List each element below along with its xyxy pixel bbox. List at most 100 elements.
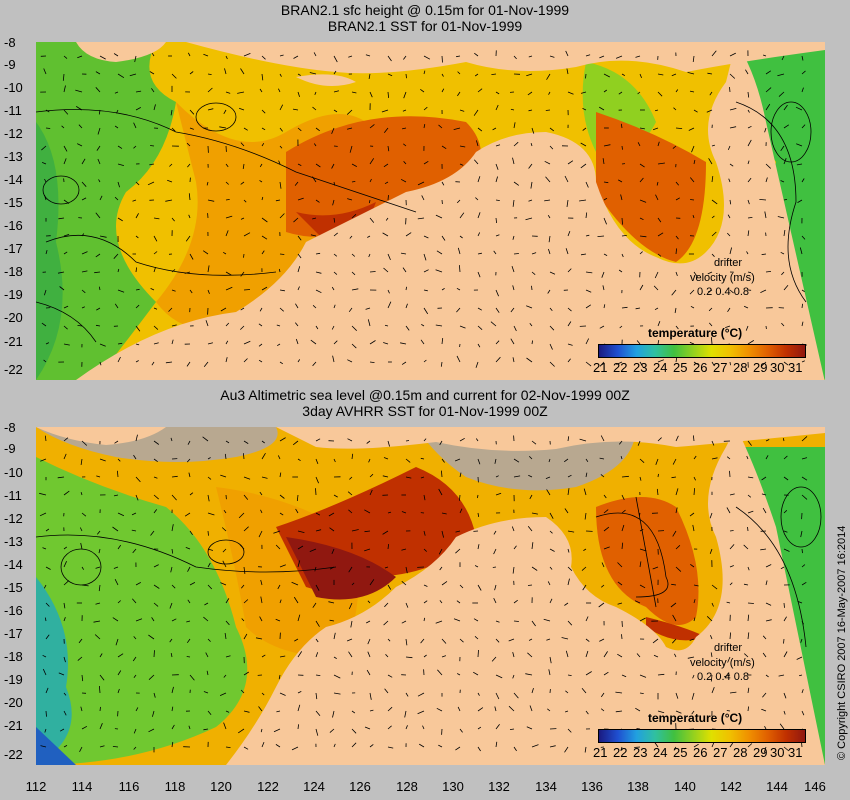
current-vector (780, 566, 785, 570)
current-vector (93, 620, 101, 623)
current-vector (44, 728, 47, 733)
current-vector (279, 599, 282, 604)
current-vector (112, 617, 119, 622)
current-vector (150, 530, 155, 536)
current-vector (207, 73, 212, 75)
current-vector (333, 458, 336, 463)
current-vector (77, 143, 83, 147)
current-vector (621, 674, 627, 678)
current-vector (369, 489, 373, 496)
current-vector (441, 73, 444, 77)
current-vector (400, 252, 407, 255)
current-vector (508, 705, 515, 712)
current-vector (117, 688, 120, 694)
current-vector (347, 491, 353, 496)
current-vector (601, 584, 605, 588)
current-vector (203, 53, 209, 57)
current-vector (225, 286, 233, 291)
current-vector (656, 181, 659, 186)
bottom-y-tick: -8 (4, 420, 16, 435)
current-vector (582, 127, 587, 131)
current-vector (275, 199, 281, 202)
current-vector (206, 670, 209, 676)
current-vector (621, 306, 628, 309)
current-vector (40, 745, 47, 748)
current-vector (729, 163, 734, 167)
current-vector (81, 251, 88, 255)
current-vector (423, 548, 427, 552)
current-vector (225, 357, 228, 363)
current-vector (225, 181, 229, 185)
current-vector (255, 637, 263, 640)
current-vector (617, 653, 623, 658)
current-vector (579, 438, 587, 442)
current-vector (456, 55, 461, 58)
x-tick: 120 (210, 779, 232, 794)
current-vector (495, 475, 499, 478)
current-vector (438, 124, 443, 129)
current-vector (153, 104, 156, 111)
current-vector (495, 307, 500, 313)
current-vector (675, 235, 679, 240)
current-vector (801, 124, 806, 129)
current-vector (171, 618, 177, 622)
current-vector (675, 357, 678, 363)
current-vector (729, 530, 734, 532)
current-vector (747, 125, 752, 129)
current-vector (548, 235, 551, 243)
current-vector (223, 109, 227, 115)
current-vector (657, 321, 661, 327)
current-vector (261, 235, 268, 240)
top-colorbar-tick: 29 (753, 360, 768, 375)
current-vector (189, 492, 194, 496)
current-vector (348, 566, 353, 573)
current-vector (275, 618, 281, 622)
current-vector (726, 456, 731, 460)
current-vector (781, 322, 785, 327)
current-vector (549, 127, 555, 132)
current-vector (476, 140, 479, 147)
current-vector (405, 458, 411, 463)
current-vector (453, 618, 461, 622)
current-vector (423, 654, 427, 658)
current-vector (238, 512, 245, 519)
current-vector (95, 71, 101, 75)
current-vector (98, 179, 101, 183)
current-vector (693, 361, 699, 365)
current-vector (261, 654, 266, 658)
current-vector (43, 359, 47, 363)
current-vector (189, 71, 194, 75)
current-vector (171, 741, 174, 748)
current-vector (620, 455, 623, 460)
current-vector (693, 599, 696, 604)
current-vector (351, 181, 356, 183)
current-vector (579, 199, 587, 202)
current-vector (459, 235, 463, 239)
current-vector (171, 269, 176, 273)
current-vector (598, 106, 605, 111)
current-vector (796, 163, 803, 166)
current-vector (171, 217, 175, 222)
current-vector (473, 618, 479, 622)
current-vector (639, 561, 642, 568)
current-vector (278, 88, 281, 93)
current-vector (225, 55, 228, 60)
current-vector (243, 289, 251, 291)
top-colorbar-tick: 27 (713, 360, 728, 375)
current-vector (423, 494, 426, 501)
current-vector (347, 438, 353, 442)
current-vector (423, 438, 427, 442)
current-vector (762, 507, 767, 514)
current-vector (203, 691, 209, 694)
current-vector (42, 547, 47, 550)
current-vector (477, 232, 481, 237)
current-vector (423, 600, 428, 604)
current-vector (747, 199, 750, 205)
current-vector (635, 55, 641, 58)
current-vector (225, 215, 233, 219)
current-vector (135, 304, 140, 309)
current-vector (401, 620, 407, 624)
current-vector (113, 53, 119, 57)
current-vector (153, 650, 155, 658)
current-vector (297, 91, 300, 98)
